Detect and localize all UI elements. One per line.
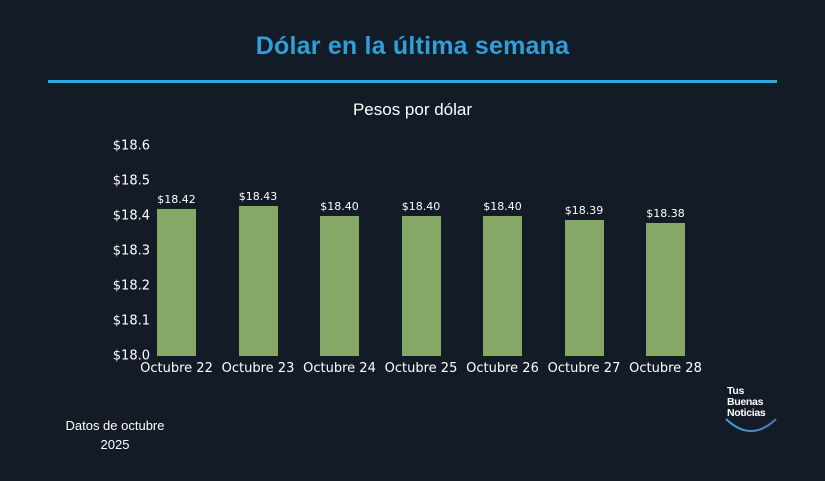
bar [483,216,522,356]
bar [238,205,278,356]
x-axis-label: Octubre 25 [384,361,458,376]
chart-title: Dólar en la última semana [255,32,570,60]
bar [401,216,441,356]
x-axis-label: Octubre 24 [303,361,376,376]
note-line-2: 2025 [100,437,130,452]
chart-subtitle: Pesos por dólar [352,100,473,119]
logo-line-2: Buenas [727,396,764,408]
y-axis-tick: $18.1 [112,313,150,329]
note-line-1: Datos de octubre [65,418,165,433]
y-axis-tick: $18.0 [112,348,150,364]
x-axis-label: Octubre 26 [466,361,539,376]
y-axis-tick: $18.2 [112,278,150,294]
logo-line-1: Tus [727,385,744,397]
logo-arc-icon [725,418,777,432]
brand-logo: Tus Buenas Noticias [727,385,766,419]
x-axis-label: Octubre 22 [140,361,213,376]
x-axis-label: Octubre 27 [547,361,621,376]
bar-value-label: $18.42 [157,193,196,206]
bar-value-label: $18.40 [401,200,441,213]
x-axis-label: Octubre 23 [221,361,295,376]
logo-line-3: Noticias [727,407,766,419]
title-divider [48,80,777,83]
y-axis-tick: $18.5 [112,173,150,189]
bar [564,219,604,356]
bar [320,216,359,356]
bar [157,209,196,356]
bar-value-label: $18.43 [238,189,278,203]
bar-value-label: $18.38 [646,207,685,220]
y-axis-tick: $18.3 [112,243,150,259]
bar [646,223,685,356]
y-axis-tick: $18.4 [112,208,150,224]
x-axis-label: Octubre 28 [629,361,702,376]
y-axis-tick: $18.6 [112,138,150,154]
data-source-note: Datos de octubre 2025 [50,416,180,454]
bar-value-label: $18.40 [483,200,522,213]
bar-value-label: $18.39 [564,203,604,217]
bar-value-label: $18.40 [320,200,359,213]
